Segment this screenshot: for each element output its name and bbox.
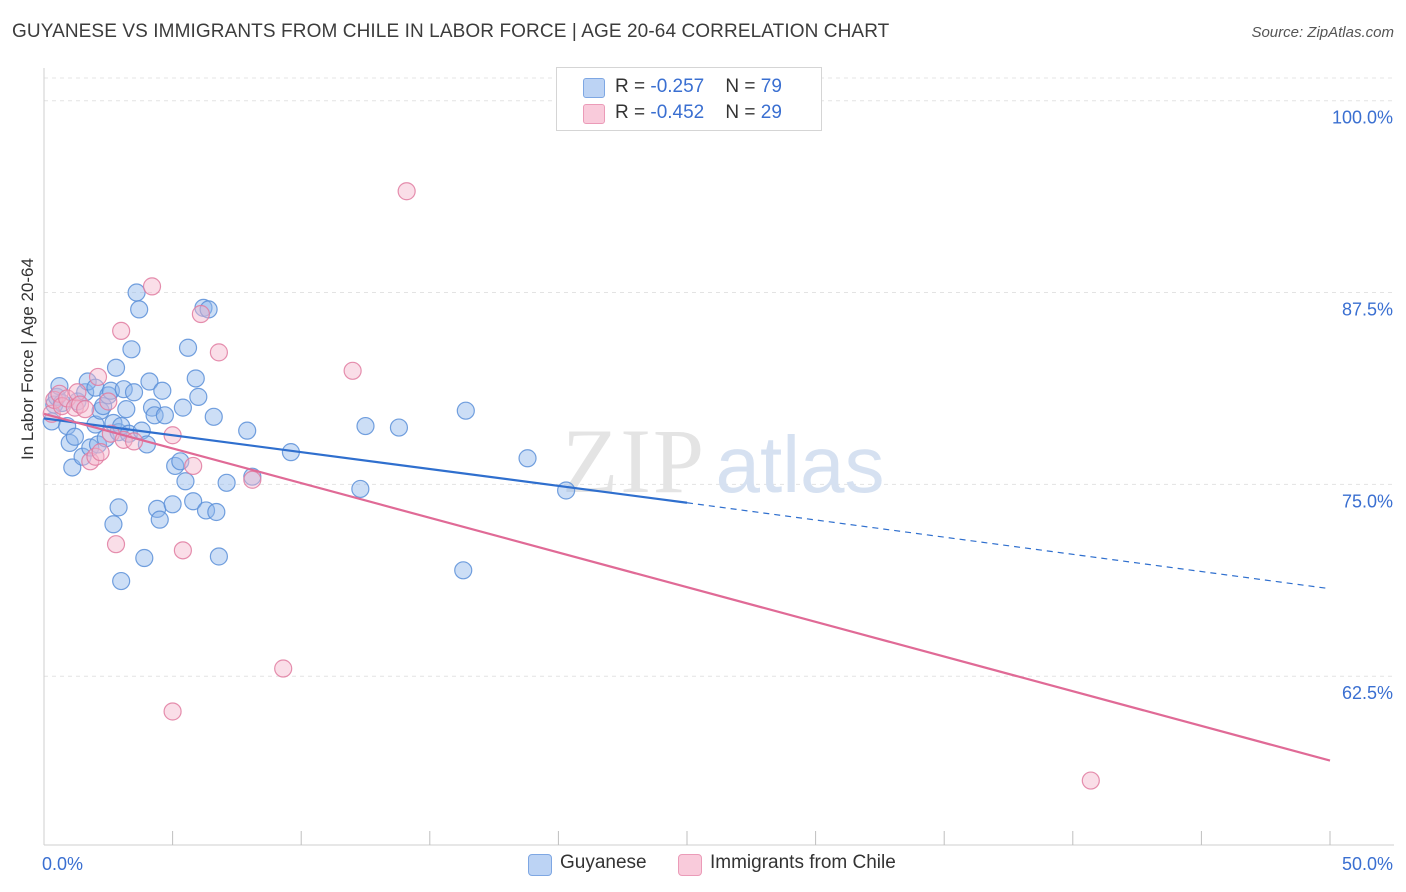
tick-labels: 100.0% 87.5% 75.0% 62.5% 0.0% 50.0% <box>42 108 1393 874</box>
legend-n-value: 29 <box>760 102 782 123</box>
regression-line-guyanese <box>43 417 688 504</box>
point-guyanese <box>356 416 375 436</box>
point-guyanese <box>163 495 182 514</box>
point-chile <box>397 182 416 201</box>
point-guyanese <box>135 548 154 568</box>
point-guyanese <box>112 571 131 591</box>
watermark: ZIP atlas <box>562 410 884 512</box>
point-chile <box>274 659 293 678</box>
y-tick-label: 87.5% <box>1342 300 1393 320</box>
point-guyanese <box>176 472 195 491</box>
stats-legend: R = -0.257 N = 79 R = -0.452 N = 29 <box>556 67 822 131</box>
legend-label-guyanese: Guyanese <box>560 852 647 873</box>
watermark-atlas: atlas <box>716 420 885 509</box>
point-chile <box>106 535 126 554</box>
legend-swatch-chile <box>678 854 702 876</box>
y-tick-label: 62.5% <box>1342 683 1393 703</box>
y-tick-label: 100.0% <box>1332 108 1393 128</box>
legend-swatch-chile <box>583 104 605 124</box>
point-chile <box>112 321 131 340</box>
point-chile <box>184 456 203 476</box>
point-guyanese <box>155 406 174 425</box>
point-guyanese <box>173 398 192 417</box>
legend-n-value: 79 <box>760 76 782 97</box>
legend-r-value: -0.257 <box>650 76 705 97</box>
point-guyanese <box>178 338 198 357</box>
point-guyanese <box>106 358 126 377</box>
point-guyanese <box>140 372 159 391</box>
point-guyanese <box>117 400 136 419</box>
point-chile <box>243 470 262 489</box>
point-chile <box>163 702 182 721</box>
legend-swatch-guyanese <box>528 854 552 876</box>
point-guyanese <box>184 492 203 511</box>
legend-text-chile: R = -0.452 N = 29 <box>615 102 782 124</box>
legend-r-label: R = <box>615 76 651 97</box>
point-chile <box>1081 771 1100 790</box>
point-chile <box>99 392 118 411</box>
legend-label-chile: Immigrants from Chile <box>710 852 896 873</box>
point-chile <box>88 367 108 387</box>
point-guyanese <box>186 369 205 388</box>
grid-lines <box>44 77 1394 677</box>
point-guyanese <box>454 561 473 580</box>
point-guyanese <box>153 381 172 400</box>
point-guyanese <box>389 418 409 437</box>
point-chile <box>142 277 162 296</box>
point-guyanese <box>217 473 236 492</box>
point-guyanese <box>109 498 128 517</box>
legend-r-value: -0.452 <box>650 102 705 123</box>
legend-text-guyanese: R = -0.257 N = 79 <box>615 76 782 98</box>
point-guyanese <box>65 427 84 446</box>
point-guyanese <box>351 479 370 499</box>
point-chile <box>343 361 362 380</box>
point-guyanese <box>124 383 144 402</box>
point-guyanese <box>130 300 149 319</box>
y-tick-label: 75.0% <box>1342 491 1393 511</box>
series-legend: Guyanese Immigrants from Chile <box>0 852 1406 878</box>
x-tick-label-min: 0.0% <box>42 854 83 874</box>
chart-source: Source: ZipAtlas.com <box>1251 24 1394 41</box>
point-guyanese <box>209 547 228 566</box>
legend-swatch-guyanese <box>583 78 605 98</box>
point-guyanese <box>207 502 226 522</box>
legend-n-label: N = <box>725 76 761 97</box>
point-guyanese <box>122 340 141 359</box>
point-guyanese <box>204 407 223 426</box>
point-guyanese <box>518 449 537 468</box>
legend-r-label: R = <box>615 102 651 123</box>
point-guyanese <box>127 283 146 302</box>
point-guyanese <box>238 421 257 440</box>
chart-title: GUYANESE VS IMMIGRANTS FROM CHILE IN LAB… <box>12 21 890 42</box>
series-chile-points <box>42 182 1100 790</box>
point-guyanese <box>456 401 475 420</box>
point-guyanese <box>104 515 123 534</box>
point-chile <box>76 400 95 419</box>
point-chile <box>191 304 210 324</box>
regression-line-chile <box>43 412 1331 762</box>
point-guyanese <box>189 387 208 406</box>
point-guyanese <box>145 406 164 425</box>
legend-n-label: N = <box>725 102 761 123</box>
point-guyanese <box>557 481 576 500</box>
x-tick-label-max: 50.0% <box>1342 854 1393 874</box>
point-guyanese <box>150 510 169 529</box>
regression-line-guyanese-extension <box>686 502 1331 590</box>
point-chile <box>91 443 110 462</box>
point-guyanese <box>114 380 133 399</box>
point-chile <box>173 541 192 560</box>
axes <box>43 68 1394 846</box>
point-chile <box>209 343 228 362</box>
regression-lines <box>43 412 1331 762</box>
